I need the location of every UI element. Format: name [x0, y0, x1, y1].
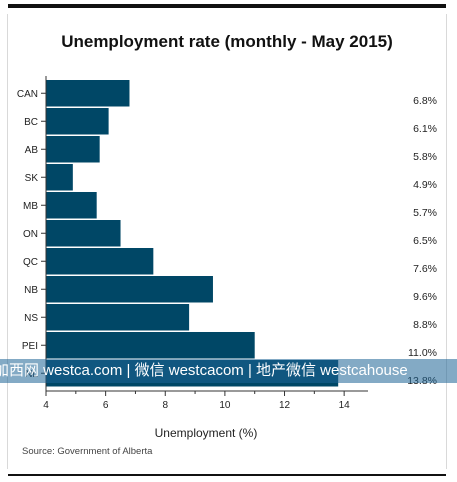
value-label: 7.6% [413, 263, 437, 275]
y-tick-label: SK [25, 173, 39, 184]
value-label: 5.7% [413, 207, 437, 219]
y-tick-label: PEI [22, 341, 38, 352]
watermark-banner: 加西网 westca.com | 微信 westcacom | 地产微信 wes… [0, 359, 457, 383]
x-axis-label: Unemployment (%) [154, 426, 258, 440]
bar-sk [46, 164, 73, 191]
value-label: 6.8% [413, 95, 437, 107]
chart-title: Unemployment rate (monthly - May 2015) [61, 32, 393, 51]
bar-ns [46, 304, 190, 331]
top-rule [8, 4, 446, 8]
bar-pei [46, 332, 255, 359]
right-border [446, 14, 447, 469]
source-note: Source: Government of Alberta [22, 446, 153, 457]
bar-bc [46, 108, 109, 135]
y-tick-label: CAN [17, 89, 38, 100]
x-tick-label: 8 [162, 400, 168, 411]
bar-nb [46, 276, 213, 303]
x-tick-label: 14 [339, 400, 351, 411]
x-tick-label: 12 [279, 400, 291, 411]
axes [41, 76, 368, 396]
bar-can [46, 80, 130, 107]
value-label: 5.8% [413, 151, 437, 163]
y-tick-label: ON [23, 229, 38, 240]
y-tick-label: NS [24, 313, 38, 324]
left-border [7, 14, 8, 469]
watermark-text: 加西网 westca.com | 微信 westcacom | 地产微信 wes… [0, 362, 408, 379]
value-label: 4.9% [413, 179, 437, 191]
x-tick-label: 6 [103, 400, 109, 411]
y-tick-label: NB [24, 285, 38, 296]
value-label: 9.6% [413, 291, 437, 303]
y-tick-label: MB [23, 201, 38, 212]
x-tick-label: 10 [219, 400, 231, 411]
bottom-rule [8, 474, 446, 476]
value-label: 8.8% [413, 319, 437, 331]
bars-layer [46, 80, 339, 387]
bar-on [46, 220, 121, 247]
y-tick-label: QC [23, 257, 38, 268]
bar-qc [46, 248, 154, 275]
bar-ab [46, 136, 100, 163]
y-tick-label: AB [25, 145, 39, 156]
value-label: 6.5% [413, 235, 437, 247]
value-label: 11.0% [408, 347, 437, 359]
x-tick-label: 4 [43, 400, 49, 411]
value-label: 6.1% [413, 123, 437, 135]
y-tick-label: BC [24, 117, 38, 128]
bar-mb [46, 192, 97, 219]
